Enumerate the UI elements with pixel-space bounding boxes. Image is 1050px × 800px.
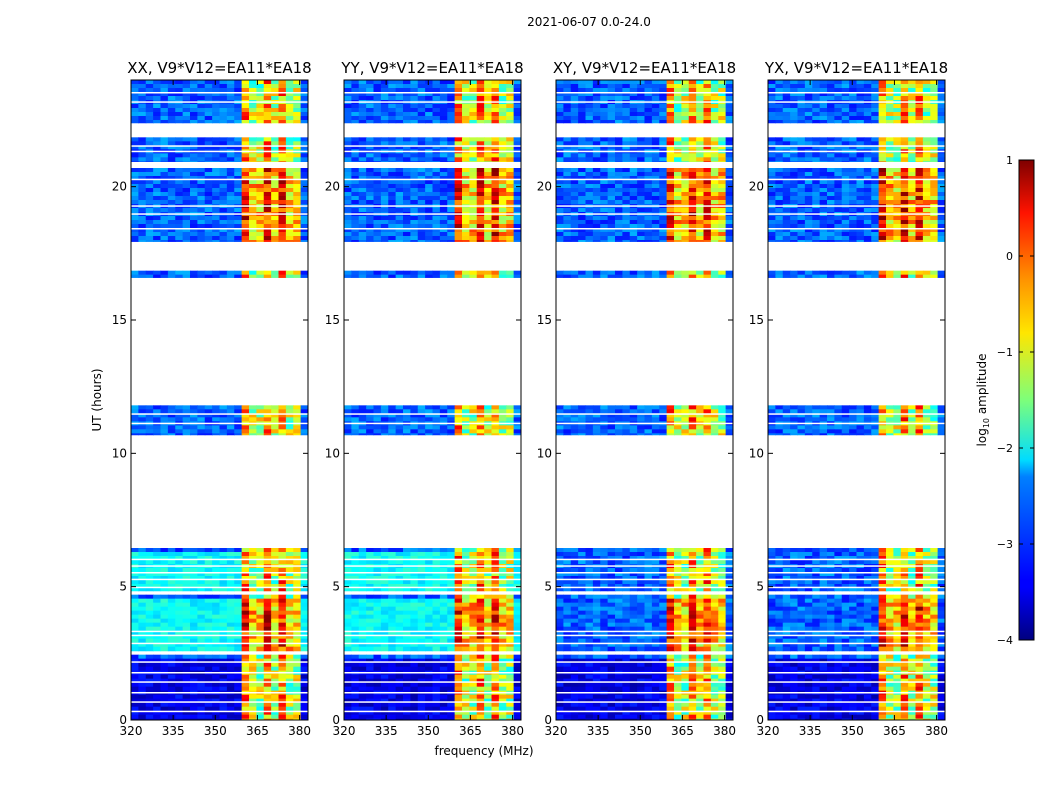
colorbar: 10−1−2−3−4 log10 amplitude xyxy=(975,154,1035,647)
y-tick-label: 10 xyxy=(325,446,340,460)
y-tick-label: 10 xyxy=(112,446,127,460)
x-tick-label: 365 xyxy=(246,724,269,738)
x-tick-label: 380 xyxy=(925,724,948,738)
x-tick-label: 350 xyxy=(204,724,227,738)
y-tick-label: 15 xyxy=(749,313,764,327)
colorbar-label-subscript: 10 xyxy=(982,418,991,428)
y-tick-label: 5 xyxy=(119,580,127,594)
y-tick-label: 15 xyxy=(537,313,552,327)
spectrogram-image xyxy=(344,80,521,720)
colorbar-label: log10 amplitude xyxy=(975,354,991,447)
x-tick-label: 350 xyxy=(629,724,652,738)
x-tick-label: 365 xyxy=(459,724,482,738)
panel-yy: YY, V9*V12=EA11*EA18 320 335 350 365 380 0 5 10 1… xyxy=(325,59,524,738)
x-tick-label: 335 xyxy=(162,724,185,738)
y-tick-label: 15 xyxy=(112,313,127,327)
y-tick-label: 20 xyxy=(537,180,552,194)
figure-title: 2021-06-07 0.0-24.0 xyxy=(527,15,651,29)
spectrogram-image xyxy=(131,80,308,720)
panel-title: YY, V9*V12=EA11*EA18 xyxy=(340,59,523,77)
panel-title: XX, V9*V12=EA11*EA18 xyxy=(127,59,311,77)
panel-frame xyxy=(130,79,309,721)
y-axis-label: UT (hours) xyxy=(90,368,104,431)
y-tick-label: 0 xyxy=(544,713,552,727)
y-tick-label: 5 xyxy=(756,580,764,594)
x-tick-label: 320 xyxy=(757,724,780,738)
x-tick-label: 380 xyxy=(288,724,311,738)
panel-title: XY, V9*V12=EA11*EA18 xyxy=(553,59,736,77)
y-tick-label: 5 xyxy=(332,580,340,594)
y-tick-label: 5 xyxy=(544,580,552,594)
x-tick-label: 320 xyxy=(333,724,356,738)
y-tick-label: 15 xyxy=(325,313,340,327)
colorbar-tick-label: −2 xyxy=(997,442,1013,455)
x-tick-label: 335 xyxy=(587,724,610,738)
colorbar-tick-label: 0 xyxy=(1006,250,1013,263)
spectrogram-image xyxy=(556,80,733,720)
y-tick-label: 20 xyxy=(749,180,764,194)
y-tick-label: 0 xyxy=(332,713,340,727)
y-tick-label: 20 xyxy=(112,180,127,194)
x-tick-label: 350 xyxy=(841,724,864,738)
x-tick-label: 320 xyxy=(120,724,143,738)
colorbar-tick-label: 1 xyxy=(1006,154,1013,167)
panel-frame xyxy=(767,79,946,721)
panels: XX, V9*V12=EA11*EA18 320 335 350 365 380 0 5 10 1… xyxy=(112,59,948,738)
x-tick-label: 380 xyxy=(501,724,524,738)
x-tick-label: 365 xyxy=(671,724,694,738)
y-tick-label: 10 xyxy=(749,446,764,460)
panel-xx: XX, V9*V12=EA11*EA18 320 335 350 365 380 0 5 10 1… xyxy=(112,59,312,738)
y-tick-label: 20 xyxy=(325,180,340,194)
colorbar-gradient xyxy=(1018,159,1035,641)
colorbar-tick-label: −1 xyxy=(997,346,1013,359)
x-axis-label: frequency (MHz) xyxy=(434,744,533,758)
x-tick-label: 335 xyxy=(375,724,398,738)
x-tick-label: 350 xyxy=(417,724,440,738)
colorbar-ticks: 1 0 −1 −2 −3 −4 xyxy=(997,154,1034,647)
x-tick-label: 365 xyxy=(883,724,906,738)
colorbar-tick-label: −4 xyxy=(997,634,1013,647)
y-tick-label: 0 xyxy=(119,713,127,727)
y-tick-label: 0 xyxy=(756,713,764,727)
x-tick-label: 320 xyxy=(545,724,568,738)
panel-xy: XY, V9*V12=EA11*EA18 320 335 350 365 380 0 5 10 1… xyxy=(537,59,736,738)
colorbar-tick-label: −3 xyxy=(997,538,1013,551)
panel-frame xyxy=(555,79,734,721)
panel-title: YX, V9*V12=EA11*EA18 xyxy=(764,59,948,77)
y-tick-label: 10 xyxy=(537,446,552,460)
panel-frame xyxy=(343,79,522,721)
x-tick-label: 380 xyxy=(713,724,736,738)
spectrogram-image xyxy=(768,80,945,720)
panel-yx: YX, V9*V12=EA11*EA18 320 335 350 365 380 0 5 10 1… xyxy=(749,59,948,738)
x-tick-label: 335 xyxy=(799,724,822,738)
